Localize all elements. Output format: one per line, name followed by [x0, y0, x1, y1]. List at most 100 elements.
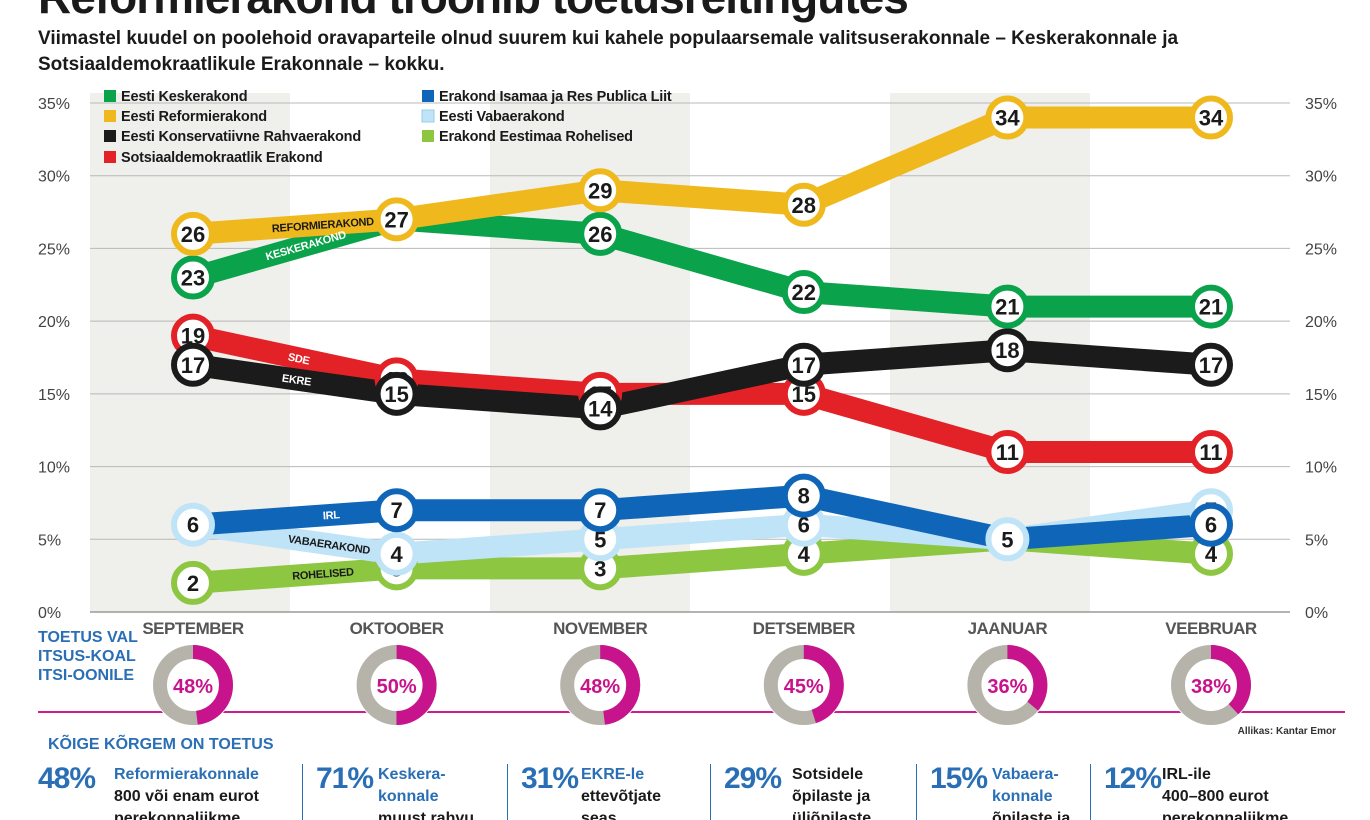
facts-title: KÕIGE KÕRGEM ON TOETUS: [48, 736, 274, 753]
data-point-marker: [985, 95, 1030, 140]
donut-support-arc: [356, 645, 437, 725]
fact-detail: Sotsidele õpilaste ja üliõpilaste: [792, 766, 872, 820]
data-point-label: 3: [594, 556, 606, 581]
y-tick-label-right: 0%: [1305, 605, 1328, 622]
y-tick-label-left: 0%: [38, 605, 61, 622]
data-point-label: 23: [181, 266, 205, 291]
fact-item: 12% IRL-ile 400–800 eurot perekonnaliikme: [1104, 762, 1338, 820]
line-label-irl: IRL: [322, 509, 340, 522]
fact-percent: 31%: [521, 762, 579, 795]
fact-party: Vabaera- konnale: [992, 766, 1059, 805]
fact-divider: [916, 764, 917, 820]
data-point-label: 11: [1199, 440, 1222, 465]
data-point-marker: [985, 328, 1030, 373]
data-point-marker: [171, 255, 215, 300]
data-point-label: 4: [798, 542, 811, 567]
fact-text: Vabaera- konnale õpilaste ja: [992, 764, 1070, 820]
data-point-label: 5: [594, 527, 606, 552]
y-tick-label-right: 10%: [1305, 460, 1337, 477]
donut-value-label: 45%: [784, 676, 824, 698]
fact-item: 31% EKRE-le ettevõtjate seas: [521, 762, 719, 820]
fact-item: 48% Reformierakonnale 800 või enam eurot …: [38, 762, 308, 820]
data-point-label: 22: [792, 280, 816, 305]
data-point-label: 6: [187, 513, 199, 538]
fact-item: 15% Vabaera- konnale õpilaste ja: [930, 762, 1100, 820]
data-point-marker: [985, 430, 1030, 475]
data-point-label: 29: [588, 178, 612, 203]
y-tick-label-right: 20%: [1305, 314, 1337, 331]
donut-value-label: 50%: [377, 676, 417, 698]
coalition-support-label: TOETUS VALITSUS-KOALITSI-OONILE: [38, 629, 138, 684]
fact-item: 29% Sotsidele õpilaste ja üliõpilaste: [724, 762, 924, 820]
data-point-label: 6: [1205, 513, 1217, 538]
fact-text: Reformierakonnale 800 või enam eurot per…: [114, 764, 259, 820]
line-label-ekre: EKRE: [281, 373, 312, 389]
series-line-reformierakond: [182, 106, 1222, 245]
legend-swatch: [104, 151, 116, 163]
data-point-label: 28: [792, 193, 816, 218]
legend-swatch: [422, 130, 434, 142]
data-point-marker: [1189, 342, 1233, 387]
donut-value-label: 36%: [987, 676, 1027, 698]
y-tick-label-right: 15%: [1305, 387, 1337, 404]
data-point-label: 8: [798, 484, 810, 509]
fact-detail: 800 või enam eurot perekonnaliikme: [114, 788, 259, 820]
y-tick-label-right: 30%: [1305, 169, 1337, 186]
y-tick-label-left: 10%: [38, 460, 70, 477]
data-point-label: 26: [588, 222, 612, 247]
fact-divider: [302, 764, 303, 820]
data-point-label: 11: [996, 440, 1019, 465]
data-point-label: 6: [798, 513, 810, 538]
x-category-label: NOVEMBER: [553, 619, 647, 638]
donut-value-label: 38%: [1191, 676, 1231, 698]
data-point-marker: [578, 488, 623, 533]
facts-row: 48% Reformierakonnale 800 või enam eurot …: [38, 762, 1338, 820]
data-point-label: 34: [995, 106, 1020, 131]
data-point-label: 26: [181, 222, 205, 247]
source-note: Allikas: Kantar Emor: [1237, 726, 1336, 737]
legend-entry: Eesti Konservatiivne Rahvaerakond: [121, 129, 361, 145]
y-tick-label-left: 30%: [38, 169, 70, 186]
page-subtitle: Viimastel kuudel on poolehoid oravaparte…: [38, 28, 1179, 75]
data-point-label: 4: [1205, 542, 1218, 567]
legend-entry: Sotsiaaldemokraatlik Erakond: [121, 150, 323, 166]
fact-percent: 71%: [316, 762, 374, 795]
donut-support-arc: [560, 645, 641, 725]
donut-value-label: 48%: [580, 676, 620, 698]
fact-item: 71% Keskera- konnale muust rahvu: [316, 762, 516, 820]
y-tick-label-left: 20%: [38, 314, 70, 331]
data-point-marker: [1189, 284, 1233, 329]
fact-detail: muust rahvu: [378, 810, 475, 820]
data-point-label: 7: [390, 498, 402, 523]
data-point-marker: [171, 211, 215, 256]
fact-divider: [507, 764, 508, 820]
data-point-label: 18: [995, 338, 1019, 363]
data-point-marker: [985, 517, 1030, 562]
data-point-label: 17: [181, 353, 205, 378]
donut-support-arc: [153, 645, 233, 725]
data-point-marker: [781, 182, 826, 227]
x-category-label: DETSEMBER: [753, 619, 855, 638]
donut-value-label: 48%: [173, 676, 213, 698]
x-category-label: OKTOOBER: [350, 619, 444, 638]
data-point-label: 5: [1001, 527, 1013, 552]
x-category-label: VEEBRUAR: [1165, 619, 1257, 638]
data-point-marker: [171, 502, 215, 547]
data-point-marker: [171, 342, 215, 387]
fact-divider: [1090, 764, 1091, 820]
fact-text: Sotsidele õpilaste ja üliõpilaste: [792, 764, 871, 820]
data-point-marker: [374, 197, 419, 242]
fact-divider: [710, 764, 711, 820]
fact-detail: IRL-ile 400–800 eurot perekonnaliikme: [1162, 766, 1289, 820]
line-label-sde: SDE: [287, 351, 311, 367]
data-point-label: 27: [384, 207, 408, 232]
legend-swatch: [104, 130, 116, 142]
line-label-rohelised: ROHELISED: [292, 566, 355, 582]
fact-party: Keskera- konnale: [378, 766, 446, 805]
fact-percent: 29%: [724, 762, 782, 795]
data-point-label: 15: [384, 382, 408, 407]
data-point-label: 4: [390, 542, 403, 567]
series-line-irl: [182, 484, 1222, 551]
